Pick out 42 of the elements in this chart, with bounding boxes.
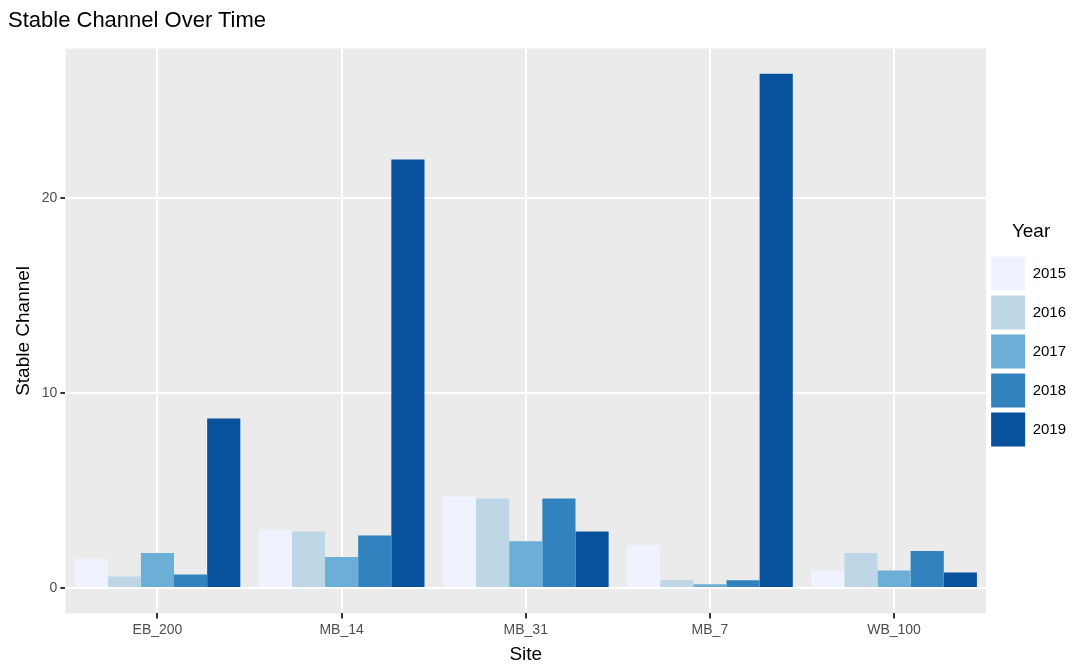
bar bbox=[358, 535, 392, 588]
x-tick-label: EB_200 bbox=[132, 620, 183, 637]
legend-label: 2015 bbox=[1032, 263, 1067, 281]
bar bbox=[174, 574, 208, 588]
bar bbox=[258, 529, 292, 588]
legend-label: 2018 bbox=[1032, 380, 1067, 398]
bar bbox=[207, 418, 241, 588]
y-tick-label: 0 bbox=[49, 578, 58, 595]
y-axis-title: Stable Channel bbox=[11, 265, 33, 396]
x-tick-label: WB_100 bbox=[867, 620, 922, 637]
bar bbox=[542, 498, 576, 588]
bar bbox=[575, 531, 609, 588]
bar bbox=[759, 73, 793, 588]
bar bbox=[910, 551, 944, 588]
bar bbox=[476, 498, 510, 588]
bar bbox=[107, 576, 141, 588]
bar bbox=[844, 553, 878, 588]
y-tick-label: 20 bbox=[41, 189, 58, 206]
bar bbox=[391, 159, 425, 588]
bar bbox=[627, 545, 661, 588]
bar bbox=[726, 580, 760, 588]
x-tick-label: MB_7 bbox=[691, 620, 729, 637]
x-axis-title: Site bbox=[509, 642, 543, 664]
bar bbox=[943, 572, 977, 588]
bar bbox=[660, 580, 694, 588]
bar bbox=[291, 531, 326, 588]
bar bbox=[325, 556, 359, 588]
legend-label: 2016 bbox=[1032, 302, 1067, 320]
bar bbox=[509, 541, 543, 588]
y-tick-label: 10 bbox=[41, 384, 58, 401]
bar bbox=[693, 584, 727, 588]
bar bbox=[74, 558, 108, 588]
legend-label: 2019 bbox=[1032, 419, 1067, 437]
legend-label: 2017 bbox=[1032, 341, 1067, 359]
chart-title: Stable Channel Over Time bbox=[8, 7, 267, 33]
bar bbox=[140, 553, 175, 588]
legend-title: Year bbox=[1011, 220, 1051, 242]
bar bbox=[877, 570, 911, 588]
x-tick-label: MB_31 bbox=[503, 620, 549, 637]
bar bbox=[811, 570, 845, 588]
bar bbox=[442, 496, 477, 588]
x-tick-label: MB_14 bbox=[319, 620, 364, 637]
